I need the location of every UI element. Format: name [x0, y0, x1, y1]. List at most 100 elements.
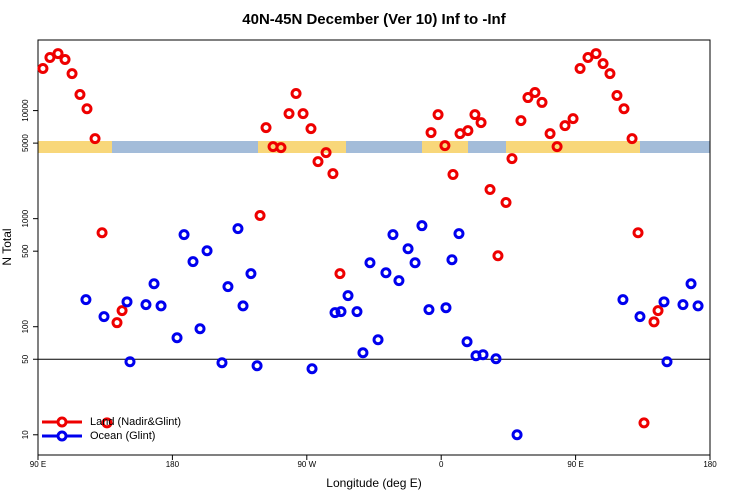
- point: [140, 299, 152, 311]
- point: [604, 68, 616, 80]
- point: [52, 48, 64, 60]
- point: [618, 103, 630, 115]
- point: [393, 275, 405, 287]
- point: [171, 332, 183, 344]
- point: [44, 51, 56, 63]
- point: [685, 278, 697, 290]
- point: [178, 229, 190, 241]
- point: [312, 156, 324, 168]
- point: [515, 115, 527, 127]
- point: [254, 209, 266, 221]
- point: [446, 254, 458, 266]
- point: [335, 306, 347, 318]
- point: [453, 228, 465, 240]
- chart-title: 40N-45N December (Ver 10) Inf to -Inf: [242, 11, 506, 28]
- point: [187, 256, 199, 268]
- point: [98, 311, 110, 323]
- point: [440, 302, 452, 314]
- point: [372, 334, 384, 346]
- point: [275, 142, 287, 154]
- point: [475, 117, 487, 129]
- point: [37, 63, 49, 75]
- point: [251, 360, 263, 372]
- point: [638, 417, 650, 429]
- point: [477, 349, 489, 361]
- point: [409, 257, 421, 269]
- point: [500, 197, 512, 209]
- legend-label: Ocean (Glint): [90, 430, 155, 442]
- point: [89, 133, 101, 145]
- x-axis-label: Longitude (deg E): [326, 476, 421, 490]
- land-ocean-strip: [38, 141, 710, 153]
- point: [648, 316, 660, 328]
- point: [423, 304, 435, 316]
- point: [297, 108, 309, 120]
- point: [320, 147, 332, 159]
- point: [574, 63, 586, 75]
- point: [536, 96, 548, 108]
- plot-frame: [37, 39, 711, 456]
- point: [544, 128, 556, 140]
- point: [121, 296, 133, 308]
- point: [222, 281, 234, 293]
- x-tick-label: 90 E: [567, 460, 583, 469]
- point: [692, 300, 704, 312]
- x-tick-label: 180: [166, 460, 180, 469]
- point: [611, 89, 623, 101]
- point: [492, 250, 504, 262]
- land-strip: [506, 141, 640, 153]
- point: [506, 153, 518, 165]
- point: [462, 125, 474, 137]
- point: [81, 103, 93, 115]
- point: [305, 123, 317, 135]
- point: [283, 108, 295, 120]
- point: [380, 267, 392, 279]
- point: [216, 357, 228, 369]
- y-tick-label: 500: [21, 244, 30, 258]
- point: [116, 305, 128, 317]
- point: [334, 268, 346, 280]
- point: [484, 184, 496, 196]
- x-tick-label: 90 E: [30, 460, 46, 469]
- point: [66, 68, 78, 80]
- point: [432, 109, 444, 121]
- point: [201, 245, 213, 257]
- point: [626, 133, 638, 145]
- point: [357, 347, 369, 359]
- land-strip: [422, 141, 468, 153]
- y-tick-label: 10000: [21, 99, 30, 122]
- y-tick-label: 1000: [21, 209, 30, 227]
- point: [634, 311, 646, 323]
- y-tick-label: 10: [21, 430, 30, 439]
- legend-swatch: [56, 430, 68, 442]
- x-tick-label: 180: [703, 460, 717, 469]
- point: [260, 122, 272, 134]
- point: [194, 323, 206, 335]
- point: [559, 120, 571, 132]
- point: [59, 54, 71, 66]
- point: [617, 294, 629, 306]
- point: [111, 317, 123, 329]
- point: [529, 87, 541, 99]
- point: [96, 227, 108, 239]
- point: [329, 307, 341, 319]
- point: [490, 353, 502, 365]
- point: [416, 220, 428, 232]
- point: [658, 296, 670, 308]
- point: [342, 290, 354, 302]
- point: [232, 223, 244, 235]
- y-tick-label: 5000: [21, 134, 30, 152]
- point: [237, 300, 249, 312]
- point: [511, 429, 523, 441]
- point: [439, 140, 451, 152]
- point: [306, 363, 318, 375]
- land-strip: [38, 141, 112, 153]
- point: [567, 113, 579, 125]
- point: [245, 268, 257, 280]
- point: [447, 169, 459, 181]
- point: [551, 141, 563, 153]
- point: [74, 88, 86, 100]
- point: [677, 299, 689, 311]
- point: [101, 417, 113, 429]
- legend-label: Land (Nadir&Glint): [90, 416, 181, 428]
